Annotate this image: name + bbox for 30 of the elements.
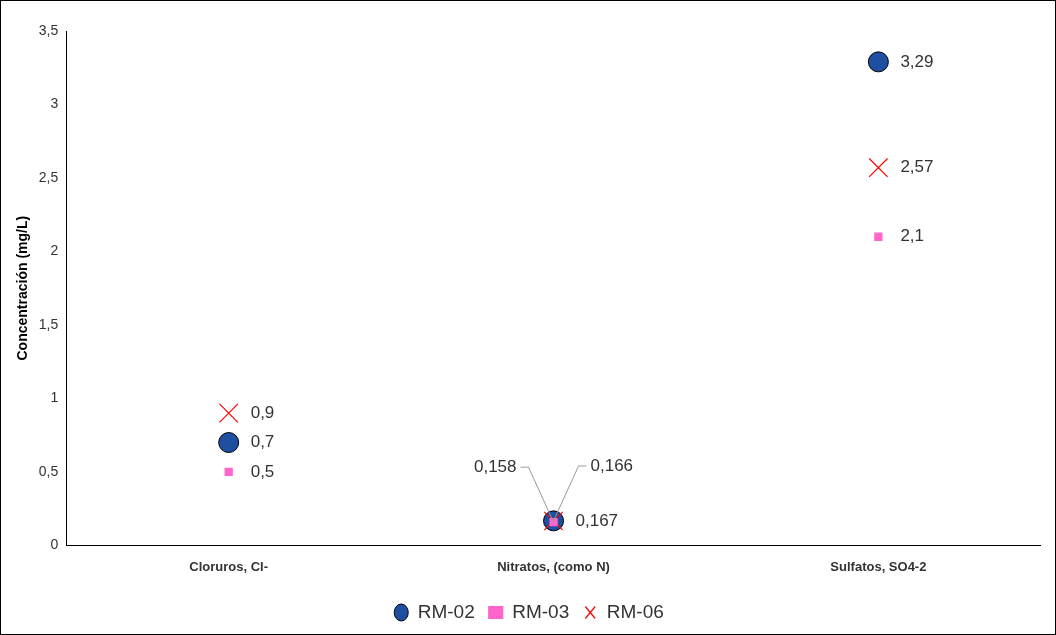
point <box>874 232 883 241</box>
y-tick-label: 2,5 <box>38 168 59 185</box>
text: 0,5 <box>250 461 275 481</box>
text: 0,167 <box>575 510 619 530</box>
x-tick-label: Cloruros, Cl- <box>189 558 269 574</box>
point <box>224 467 233 477</box>
y-tick-label: 3 <box>50 95 59 112</box>
text: 0,9 <box>250 402 275 422</box>
x-tick-label: Sulfatos, SO4-2 <box>830 558 927 574</box>
legend-label: RM-03 <box>512 600 570 622</box>
y-axis-title: Concentración (mg/L) <box>14 215 31 361</box>
point <box>218 432 240 454</box>
y-tick-label: 2 <box>50 242 59 259</box>
y-tick-label: 1,5 <box>38 315 59 332</box>
text: 3,29 <box>900 51 934 71</box>
point <box>218 403 239 423</box>
x-tick-label: Nitratos, (como N) <box>497 558 610 574</box>
y-tick-label: 3,5 <box>38 21 59 38</box>
text: 2,57 <box>900 157 934 177</box>
text: 0,166 <box>590 455 634 475</box>
text: 0,7 <box>250 432 275 452</box>
point <box>867 51 889 73</box>
text: 0,158 <box>473 456 517 476</box>
y-tick-label: 1 <box>50 389 59 406</box>
point <box>868 157 889 178</box>
y-tick-label: 0 <box>50 536 59 553</box>
text: 2,1 <box>900 226 925 246</box>
legend-label: RM-06 <box>606 600 664 622</box>
legend-label: RM-02 <box>417 600 475 622</box>
y-tick-label: 0,5 <box>38 462 59 479</box>
